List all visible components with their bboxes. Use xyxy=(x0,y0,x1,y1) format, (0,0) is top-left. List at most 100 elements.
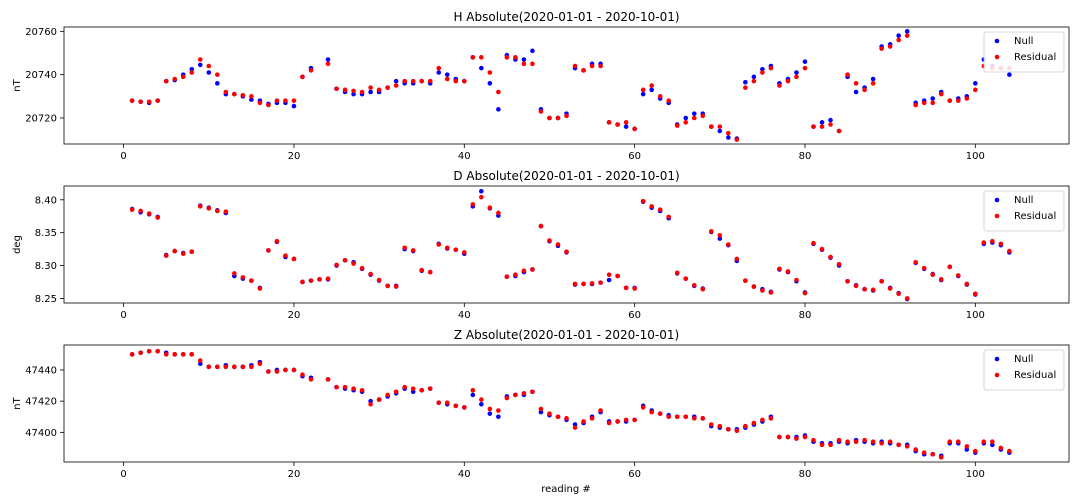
d-residual-point xyxy=(887,286,893,291)
h-null-point xyxy=(751,74,757,80)
h-residual-point xyxy=(896,37,901,43)
h-residual-point xyxy=(504,55,510,60)
z-residual-point xyxy=(853,439,859,445)
d-residual-point xyxy=(317,277,322,282)
z-residual-point xyxy=(180,352,186,357)
z-residual-point xyxy=(240,364,246,370)
h-residual-point xyxy=(197,57,203,62)
z-residual-point xyxy=(274,369,280,374)
z-residual-point xyxy=(504,395,510,401)
h-null-point xyxy=(189,66,195,72)
z-residual-point xyxy=(768,416,774,421)
z-residual-point xyxy=(887,439,893,445)
d-residual-point xyxy=(146,211,152,216)
z-residual-point xyxy=(376,397,382,402)
d-residual-point xyxy=(172,248,178,254)
h-residual-point xyxy=(410,78,416,84)
h-residual-point xyxy=(632,126,637,132)
h-null-point xyxy=(368,89,373,95)
z-residual-point xyxy=(129,352,135,357)
z-residual-point xyxy=(564,416,569,421)
z-residual-point xyxy=(487,406,493,412)
h-residual-point xyxy=(376,87,382,93)
h-residual-point xyxy=(555,115,561,121)
h-null-point xyxy=(436,70,442,75)
z-legend-label-residual: Residual xyxy=(1014,370,1056,381)
d-null-point xyxy=(479,188,484,194)
d-residual-point xyxy=(410,248,416,253)
h-residual-point xyxy=(734,137,740,142)
z-residual-point xyxy=(640,405,646,410)
d-residual-point xyxy=(376,277,382,283)
z-residual-point xyxy=(623,417,629,423)
h-legend-box xyxy=(983,31,1065,73)
h-residual-point xyxy=(785,78,791,84)
d-residual-point xyxy=(589,280,595,286)
d-residual-point xyxy=(470,202,476,207)
h-null-point xyxy=(973,81,978,86)
z-residual-point xyxy=(419,387,425,393)
d-residual-point xyxy=(283,253,288,258)
z-residual-point xyxy=(513,392,518,398)
d-residual-point xyxy=(802,290,808,296)
z-residual-point xyxy=(785,434,791,440)
h-residual-point xyxy=(683,120,689,125)
h-residual-point xyxy=(640,87,646,93)
z-residual-point xyxy=(913,447,918,452)
z-residual-point xyxy=(155,348,160,354)
d-residual-point xyxy=(163,253,169,258)
h-residual-point xyxy=(717,124,723,129)
h-x-tick-label: 80 xyxy=(799,151,812,162)
d-y-tick-label: 8.25 xyxy=(35,294,57,305)
z-residual-point xyxy=(896,442,901,448)
h-null-point xyxy=(802,59,808,64)
d-y-axis-label: deg xyxy=(12,235,23,254)
h-null-point xyxy=(691,111,697,116)
h-residual-point xyxy=(359,89,365,95)
h-residual-point xyxy=(325,61,331,67)
d-residual-point xyxy=(751,284,757,289)
d-legend-marker-residual xyxy=(994,213,1000,219)
h-residual-point xyxy=(751,78,757,84)
d-residual-point xyxy=(129,207,135,212)
h-residual-point xyxy=(828,122,833,127)
h-null-point xyxy=(479,65,484,71)
h-legend-label-null: Null xyxy=(1014,36,1033,47)
d-residual-point xyxy=(189,249,195,255)
h-residual-point xyxy=(649,83,654,88)
d-residual-point xyxy=(232,271,237,276)
d-legend-box xyxy=(983,190,1065,232)
d-residual-point xyxy=(700,286,706,292)
h-residual-point xyxy=(155,98,160,103)
z-residual-point xyxy=(444,400,450,406)
z-residual-point xyxy=(359,387,365,393)
h-residual-point xyxy=(513,55,518,60)
h-residual-point xyxy=(666,98,672,103)
z-residual-point xyxy=(938,455,944,460)
h-residual-point xyxy=(853,81,859,86)
d-residual-point xyxy=(819,246,825,252)
z-residual-point xyxy=(223,364,229,370)
z-residual-point xyxy=(479,397,484,402)
d-residual-point xyxy=(683,276,689,281)
h-null-point xyxy=(828,117,833,123)
d-residual-point xyxy=(138,208,143,214)
h-residual-point xyxy=(794,74,799,80)
z-residual-point xyxy=(998,445,1004,451)
z-residual-point xyxy=(232,364,237,370)
h-residual-point xyxy=(163,78,169,84)
h-legend-label-residual: Residual xyxy=(1014,52,1056,63)
z-residual-point xyxy=(249,364,254,370)
h-null-point xyxy=(794,70,799,75)
h-residual-point xyxy=(870,81,876,86)
z-x-tick-label: 100 xyxy=(966,469,985,480)
h-null-point xyxy=(683,115,689,121)
d-x-tick-label: 100 xyxy=(966,310,985,321)
h-residual-point xyxy=(496,89,501,95)
d-residual-point xyxy=(955,273,961,278)
z-residual-point xyxy=(870,439,876,445)
z-residual-point xyxy=(453,403,459,409)
z-x-tick-label: 60 xyxy=(628,469,641,480)
z-residual-point xyxy=(930,451,936,457)
